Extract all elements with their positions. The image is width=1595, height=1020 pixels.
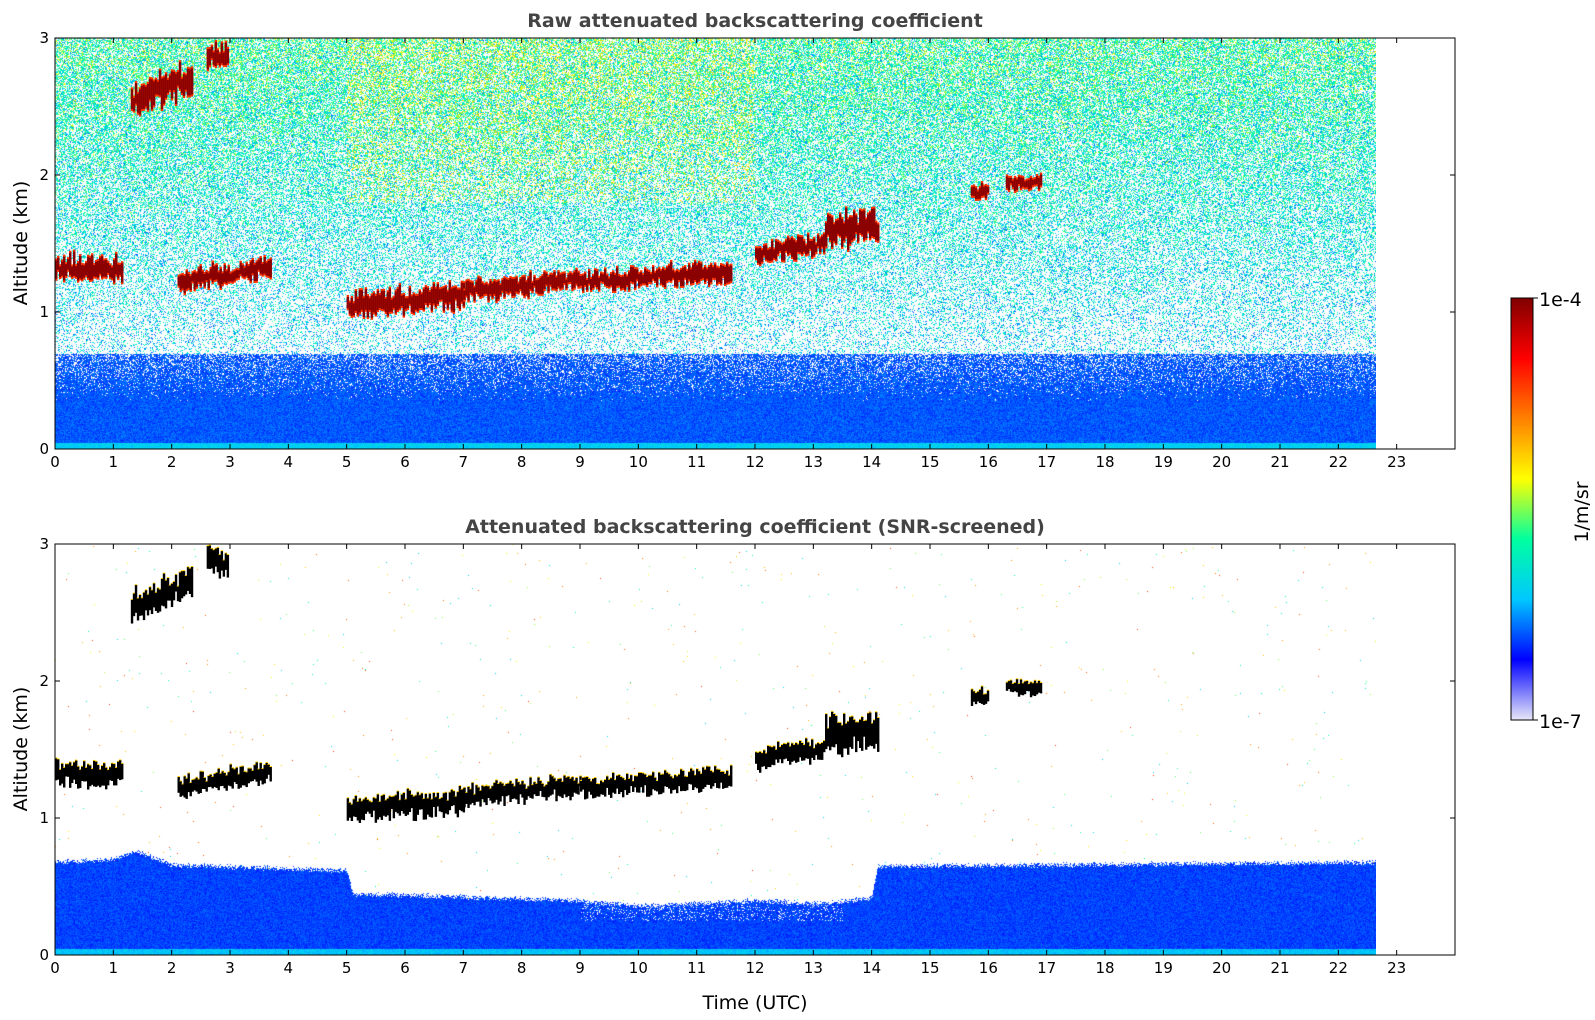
panel-screened-y-axis: 0 1 2 3 [39,535,1455,964]
cloud-layer-3 [177,761,272,799]
x-tick-label: 18 [1095,453,1114,471]
x-tick-label: 20 [1212,959,1231,977]
x-tick-label: 22 [1329,959,1348,977]
cloud-layer-1 [130,565,194,624]
x-tick-label: 6 [400,959,410,977]
x-tick-label: 6 [400,453,410,471]
cloud-layer-6 [580,259,733,294]
panel-raw-title: Raw attenuated backscattering coefficien… [527,10,983,32]
x-tick-label: 4 [284,959,294,977]
cloud-layer-2 [206,39,230,72]
cloud-layer-5 [463,773,582,808]
cloud-layer-10 [1005,678,1043,698]
y-tick-label: 3 [39,535,49,553]
panel-screened: Attenuated backscattering coefficient (S… [10,516,1456,1014]
x-tick-label: 9 [575,959,585,977]
x-tick-label: 2 [167,959,177,977]
y-tick-label: 3 [39,29,49,47]
x-tick-label: 18 [1095,959,1114,977]
colorbar-min-label: 1e-7 [1539,711,1582,733]
cloud-layer-7 [755,737,826,773]
y-tick-label: 0 [39,946,49,964]
x-tick-label: 4 [284,453,294,471]
x-tick-label: 1 [109,959,119,977]
y-tick-label: 2 [39,166,49,184]
x-tick-label: 14 [862,959,881,977]
x-tick-label: 1 [109,453,119,471]
cloud-layer-9 [970,685,990,706]
y-tick-label: 1 [39,303,49,321]
x-tick-label: 23 [1387,453,1406,471]
cloud-layer-0 [55,757,124,790]
panel-screened-x-axis: 0 1 2 3 4 5 6 7 8 9 10 11 12 13 14 15 16 17 18 19 20 21 22 23 [50,544,1406,977]
cloud-layer-2 [206,544,230,579]
panel-raw-y-axis: 0 1 2 3 [39,29,1455,458]
cloud-layer-5 [463,267,582,304]
x-tick-label: 16 [979,453,998,471]
backscatter-field-0 [55,38,1376,449]
x-tick-label: 15 [920,959,939,977]
x-tick-label: 10 [629,959,648,977]
x-tick-label: 23 [1387,959,1406,977]
x-tick-label: 14 [862,453,881,471]
x-tick-label: 9 [575,453,585,471]
y-tick-label: 2 [39,672,49,690]
cloud-layer-3 [177,255,272,296]
x-tick-label: 13 [804,959,823,977]
cloud-layer-8 [825,206,880,253]
x-tick-label: 5 [342,453,352,471]
panel-raw-x-axis: 0 1 2 3 4 5 6 7 8 9 10 11 12 13 14 15 16 17 18 19 20 21 22 23 [50,38,1406,471]
x-tick-label: 5 [342,959,352,977]
cloud-layer-4 [346,785,466,823]
x-tick-label: 12 [745,453,764,471]
x-tick-label: 8 [517,453,527,471]
x-tick-label: 19 [1154,959,1173,977]
x-tick-label: 11 [687,453,706,471]
x-tick-label: 17 [1037,959,1056,977]
panel-screened-plot-area [55,544,1376,955]
cloud-layer-0 [55,249,124,285]
x-tick-label: 2 [167,453,177,471]
x-tick-label: 16 [979,959,998,977]
x-tick-label: 3 [225,453,235,471]
cloud-layer-6 [580,764,733,800]
colorbar-max-label: 1e-4 [1539,289,1582,311]
x-tick-label: 7 [459,959,469,977]
y-tick-label: 1 [39,809,49,827]
panel-screened-title: Attenuated backscattering coefficient (S… [465,516,1045,538]
panel-raw: Raw attenuated backscattering coefficien… [10,10,1456,471]
x-tick-label: 8 [517,959,527,977]
cloud-layer-7 [755,232,826,267]
x-tick-label: 12 [745,959,764,977]
x-tick-label: 3 [225,959,235,977]
x-tick-label: 10 [629,453,648,471]
x-tick-label: 21 [1270,453,1289,471]
panel-screened-y-label: Altitude (km) [10,687,32,812]
cloud-layer-1 [130,60,194,117]
x-tick-label: 13 [804,453,823,471]
x-tick-label: 0 [50,453,60,471]
panel-raw-plot-area [55,38,1376,449]
y-tick-label: 0 [39,440,49,458]
x-tick-label: 17 [1037,453,1056,471]
x-tick-label: 19 [1154,453,1173,471]
x-tick-label: 22 [1329,453,1348,471]
backscatter-field-1 [55,544,1376,955]
cloud-layer-4 [346,279,466,320]
colorbar: 1e-4 1e-7 1/m/sr [1510,289,1593,733]
x-tick-label: 15 [920,453,939,471]
x-tick-label: 11 [687,959,706,977]
colorbar-unit-label: 1/m/sr [1571,481,1593,542]
cloud-layer-10 [1005,172,1043,194]
x-tick-label: 0 [50,959,60,977]
x-tick-label: 20 [1212,453,1231,471]
panel-screened-x-label: Time (UTC) [701,992,807,1014]
cloud-layer-9 [970,180,990,201]
cloud-layer-8 [825,710,880,758]
panel-raw-y-label: Altitude (km) [10,181,32,306]
colorbar-gradient [1510,297,1534,721]
x-tick-label: 21 [1270,959,1289,977]
x-tick-label: 7 [459,453,469,471]
